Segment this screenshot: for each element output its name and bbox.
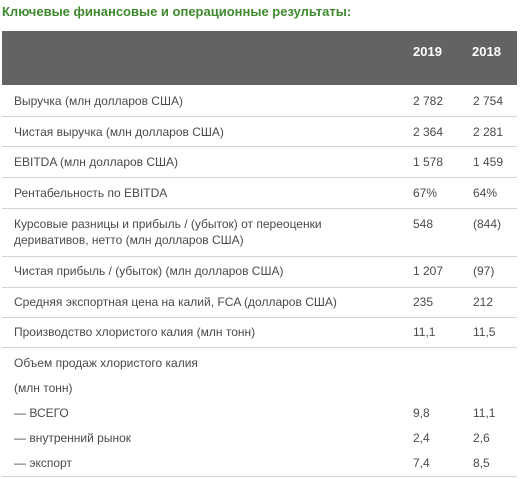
value-2018: (97) bbox=[473, 264, 495, 278]
value-2018: 2,6 bbox=[473, 431, 490, 445]
table-row: EBITDA (млн долларов США) 1 578 1 459 bbox=[2, 147, 517, 178]
row-label-line1: Курсовые разницы и прибыль / (убыток) от… bbox=[14, 217, 322, 231]
value-2019: 548 bbox=[413, 217, 434, 231]
row-label: Рентабельность по EBITDA bbox=[14, 186, 168, 200]
row-label: Чистая выручка (млн долларов США) bbox=[14, 125, 224, 139]
column-header-2019: 2019 bbox=[413, 44, 442, 59]
value-2019: 67% bbox=[413, 186, 438, 200]
value-2019: 2 364 bbox=[413, 125, 444, 139]
value-2018: 11,5 bbox=[473, 325, 496, 339]
table-row: Курсовые разницы и прибыль / (убыток) от… bbox=[2, 209, 517, 257]
value-2019: 11,1 bbox=[413, 325, 436, 339]
value-2018: 2 754 bbox=[473, 94, 504, 108]
table-header bbox=[2, 31, 517, 85]
page-title: Ключевые финансовые и операционные резул… bbox=[2, 4, 352, 19]
value-2018: 11,1 bbox=[473, 406, 496, 420]
row-label-line2: деривативов, нетто (млн долларов США) bbox=[14, 233, 244, 247]
row-label: Производство хлористого калия (млн тонн) bbox=[14, 325, 256, 339]
row-label: EBITDA (млн долларов США) bbox=[14, 155, 179, 169]
value-2018: 1 459 bbox=[473, 155, 504, 169]
row-label: Выручка (млн долларов США) bbox=[14, 94, 183, 108]
table-row: Чистая выручка (млн долларов США) 2 364 … bbox=[2, 117, 517, 147]
table-row: Чистая прибыль / (убыток) (млн долларов … bbox=[2, 257, 517, 288]
row-label: — ВСЕГО bbox=[14, 406, 69, 420]
row-label: — внутренний рынок bbox=[14, 431, 132, 445]
column-header-2018: 2018 bbox=[472, 44, 501, 59]
sales-volume-group: Объем продаж хлористого калия (млн тонн)… bbox=[2, 348, 517, 477]
value-2019: 1 578 bbox=[413, 155, 444, 169]
table-row: Средняя экспортная цена на калий, FCA (д… bbox=[2, 288, 517, 318]
value-2019: 7,4 bbox=[413, 456, 430, 470]
value-2018: 212 bbox=[473, 295, 494, 309]
row-label: — экспорт bbox=[14, 456, 72, 470]
row-label: (млн тонн) bbox=[14, 381, 73, 395]
value-2019: 1 207 bbox=[413, 264, 444, 278]
value-2019: 9,8 bbox=[413, 406, 430, 420]
value-2018: 64% bbox=[473, 186, 498, 200]
row-label: Чистая прибыль / (убыток) (млн долларов … bbox=[14, 264, 284, 278]
value-2018: 8,5 bbox=[473, 456, 490, 470]
value-2018: (844) bbox=[473, 217, 502, 231]
value-2018: 2 281 bbox=[473, 125, 504, 139]
value-2019: 235 bbox=[413, 295, 434, 309]
table-row: Производство хлористого калия (млн тонн)… bbox=[2, 318, 517, 348]
value-2019: 2 782 bbox=[413, 94, 444, 108]
table-row: Выручка (млн долларов США) 2 782 2 754 bbox=[2, 86, 517, 117]
value-2019: 2,4 bbox=[413, 431, 430, 445]
row-label: Объем продаж хлористого калия bbox=[14, 356, 198, 370]
table-row: Рентабельность по EBITDA 67% 64% bbox=[2, 178, 517, 209]
row-label: Средняя экспортная цена на калий, FCA (д… bbox=[14, 295, 337, 309]
